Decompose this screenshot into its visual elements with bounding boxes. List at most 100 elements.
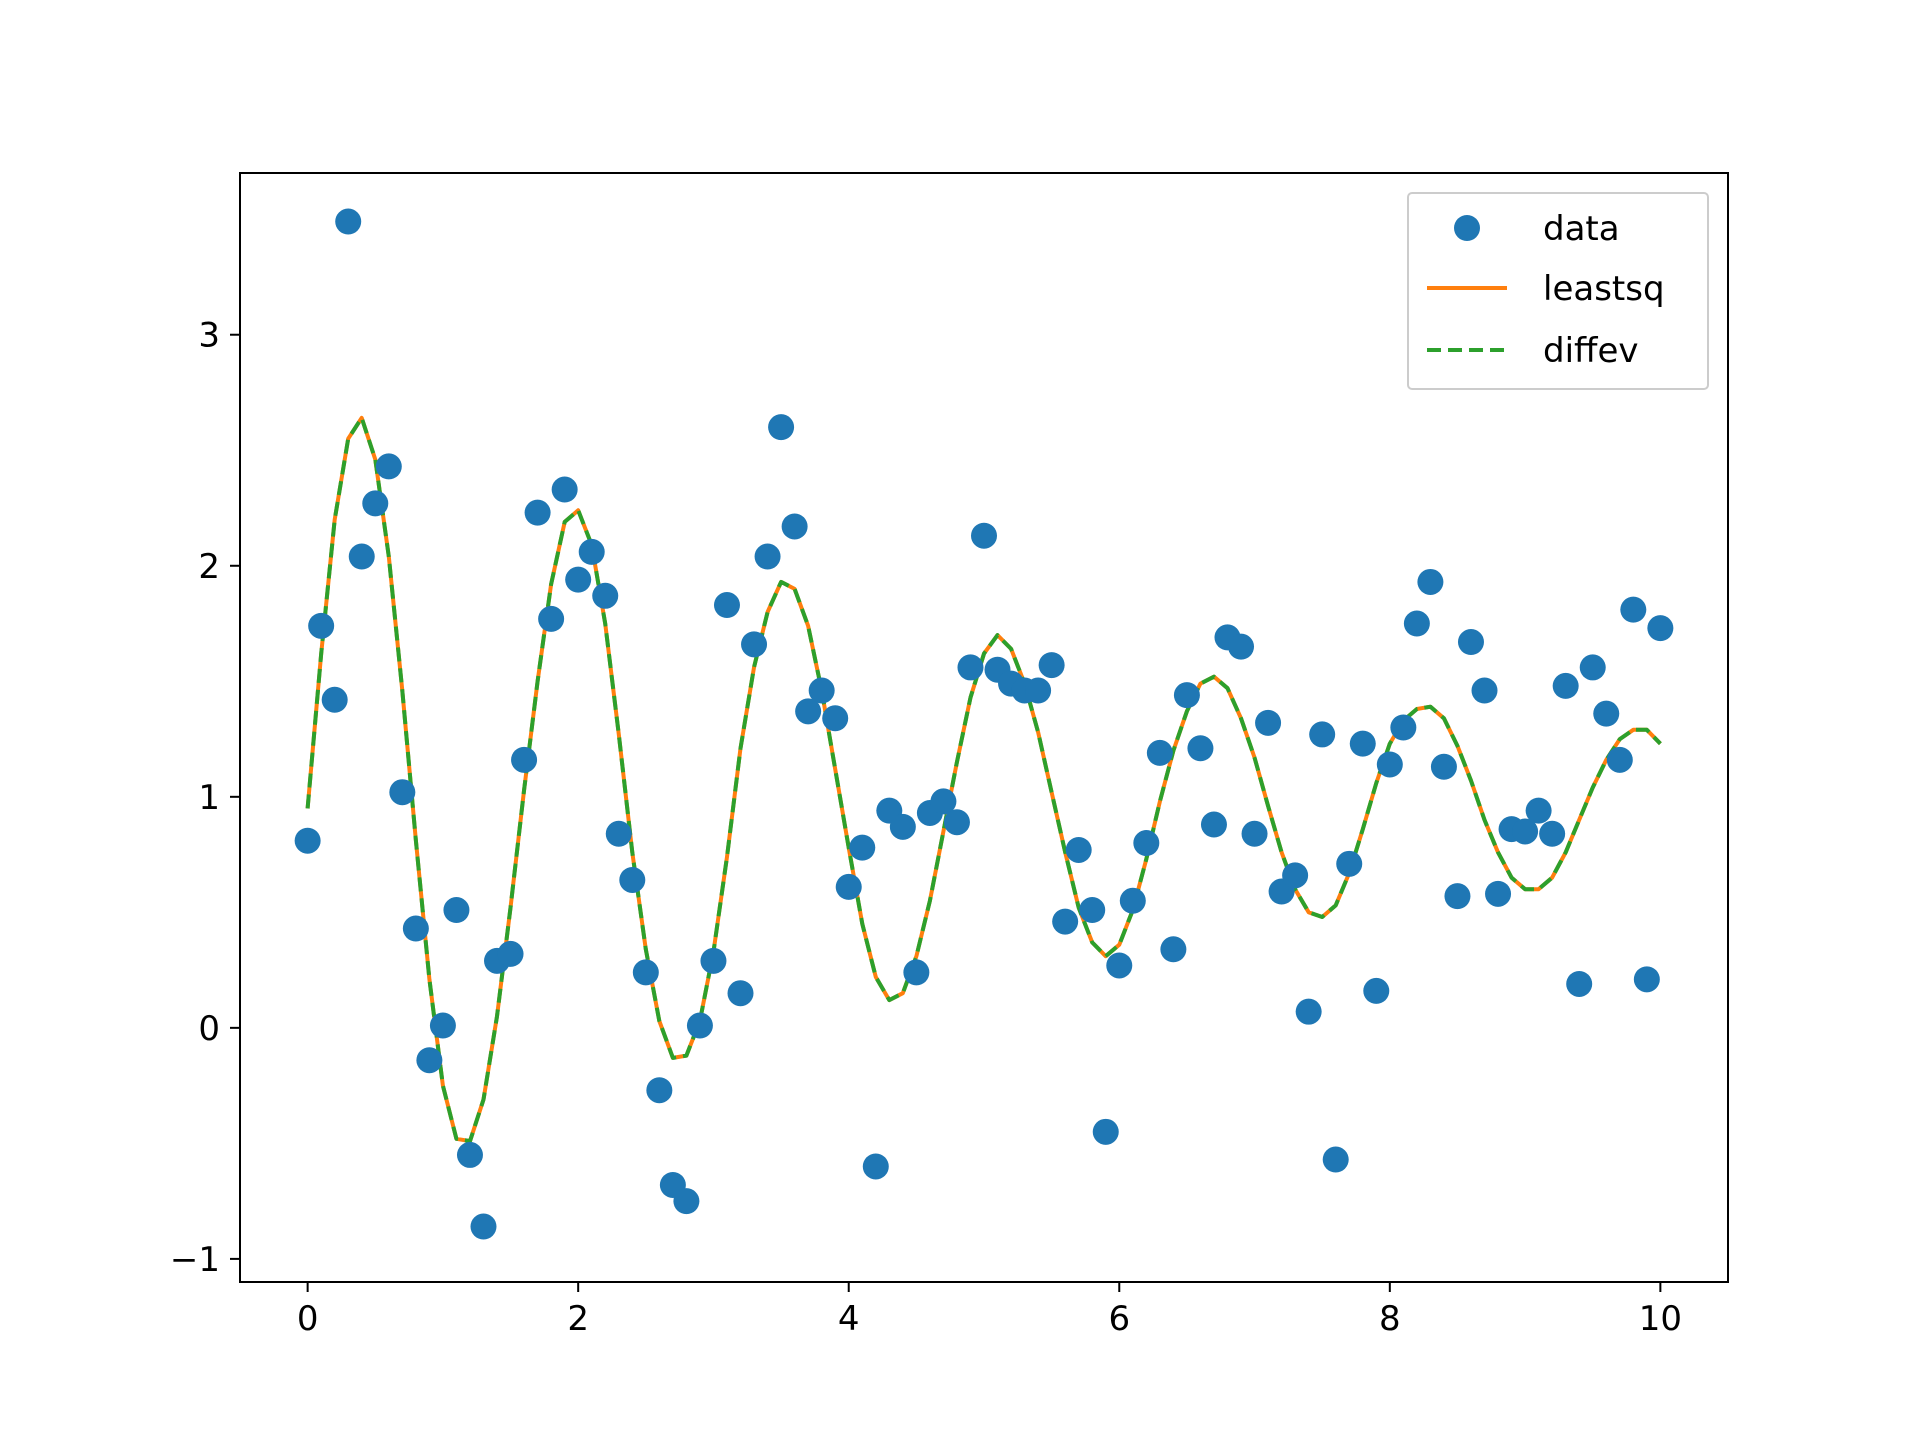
data-point [1133,830,1160,857]
data-point [1403,610,1430,637]
data-point [713,592,740,619]
data-point [294,827,321,854]
data-point [1106,952,1133,979]
data-point [889,813,916,840]
data-point [1539,820,1566,847]
data-point [768,414,795,441]
x-tick-label: 6 [1108,1299,1130,1339]
data-point [605,820,632,847]
data-point [1322,1146,1349,1173]
data-point [822,705,849,732]
data-point [375,453,402,480]
data-point [1647,615,1674,642]
y-tick-label: 0 [198,1009,220,1049]
data-point [1363,977,1390,1004]
data-point [1336,850,1363,877]
data-point [1241,820,1268,847]
data-point [1295,998,1322,1025]
y-tick-label: 3 [198,316,220,356]
data-point [1309,721,1336,748]
data-point [903,959,930,986]
data-point [308,612,335,639]
x-tick-label: 4 [838,1299,860,1339]
y-axis: −1 0 1 2 3 [170,316,240,1280]
legend-marker-data [1454,215,1480,241]
data-point [741,631,768,658]
data-point [456,1141,483,1168]
data-point [1228,633,1255,660]
data-point [795,698,822,725]
data-point [470,1213,497,1240]
data-point [592,582,619,609]
data-point [524,499,551,526]
data-point [1390,714,1417,741]
data-point [402,915,429,942]
data-point [781,513,808,540]
data-point [389,779,416,806]
y-tick-label: 1 [198,778,220,818]
data-point [416,1047,443,1074]
data-point [1620,596,1647,623]
data-point [1119,887,1146,914]
data-point [321,686,348,713]
y-tick-label: −1 [170,1240,220,1280]
diffev-line [305,415,1662,1144]
legend-label-data: data [1543,209,1620,249]
data-point [362,490,389,517]
data-point [1566,970,1593,997]
data-point [1552,672,1579,699]
data-point [700,947,727,974]
data-point [497,940,524,967]
data-point [429,1012,456,1039]
data-point [673,1188,700,1215]
data-point [862,1153,889,1180]
data-point [1092,1118,1119,1145]
data-point [1146,739,1173,766]
series-markers [294,208,1674,1240]
data-point [1173,682,1200,709]
data-point [1606,746,1633,773]
data-point [971,522,997,549]
data-point [1444,883,1471,910]
data-point [835,873,862,900]
data-point [808,677,835,704]
data-point [849,834,876,861]
data-point [1525,797,1552,824]
legend-label-leastsq: leastsq [1543,269,1665,309]
x-tick-label: 0 [297,1299,319,1339]
data-point [1282,862,1309,889]
data-point [1417,568,1444,595]
data-point [1025,677,1052,704]
data-point [1038,652,1065,679]
data-point [1485,880,1512,907]
x-tick-label: 8 [1379,1299,1401,1339]
data-point [727,980,754,1007]
data-point [1349,730,1376,757]
data-point [1255,709,1282,736]
data-point [1376,751,1403,778]
data-point [1430,753,1457,780]
plot-frame [239,172,1729,1283]
data-point [1593,700,1620,727]
data-point [565,566,592,593]
data-point [538,605,565,632]
y-tick-label: 2 [198,547,220,587]
data-point [619,866,646,893]
data-point [754,543,781,570]
data-point [1512,818,1539,845]
data-point [511,746,538,773]
legend-box [1407,192,1709,390]
data-point [578,538,605,565]
data-point [1187,735,1214,762]
data-point [1065,836,1092,863]
data-point [335,208,362,235]
legend-label-diffev: diffev [1543,331,1639,371]
x-tick-label: 2 [567,1299,589,1339]
data-point [646,1077,673,1104]
data-point [943,809,970,836]
data-point [632,959,659,986]
data-point [1160,936,1187,963]
series-lines [305,415,1662,1144]
legend: data leastsq diffev [1407,192,1709,390]
